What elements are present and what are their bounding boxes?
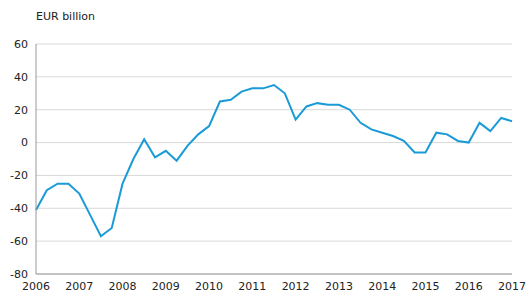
svg-text:20: 20 [14, 104, 28, 117]
svg-text:-40: -40 [10, 202, 28, 215]
svg-text:2014: 2014 [368, 280, 396, 293]
svg-text:2017: 2017 [498, 280, 521, 293]
svg-text:-20: -20 [10, 169, 28, 182]
svg-text:2008: 2008 [109, 280, 137, 293]
svg-text:2012: 2012 [282, 280, 310, 293]
html-text:EUR billion: EUR billion [36, 10, 96, 23]
svg-text:2013: 2013 [325, 280, 353, 293]
svg-text:2006: 2006 [22, 280, 50, 293]
svg-text:60: 60 [14, 38, 28, 51]
svg-text:0: 0 [21, 136, 28, 149]
svg-text:2015: 2015 [411, 280, 439, 293]
svg-text:2007: 2007 [65, 280, 93, 293]
svg-text:2010: 2010 [195, 280, 223, 293]
svg-text:40: 40 [14, 71, 28, 84]
svg-text:-80: -80 [10, 268, 28, 281]
svg-text:2011: 2011 [238, 280, 266, 293]
svg-text:2016: 2016 [455, 280, 483, 293]
svg-text:-60: -60 [10, 235, 28, 248]
svg-text:2009: 2009 [152, 280, 180, 293]
